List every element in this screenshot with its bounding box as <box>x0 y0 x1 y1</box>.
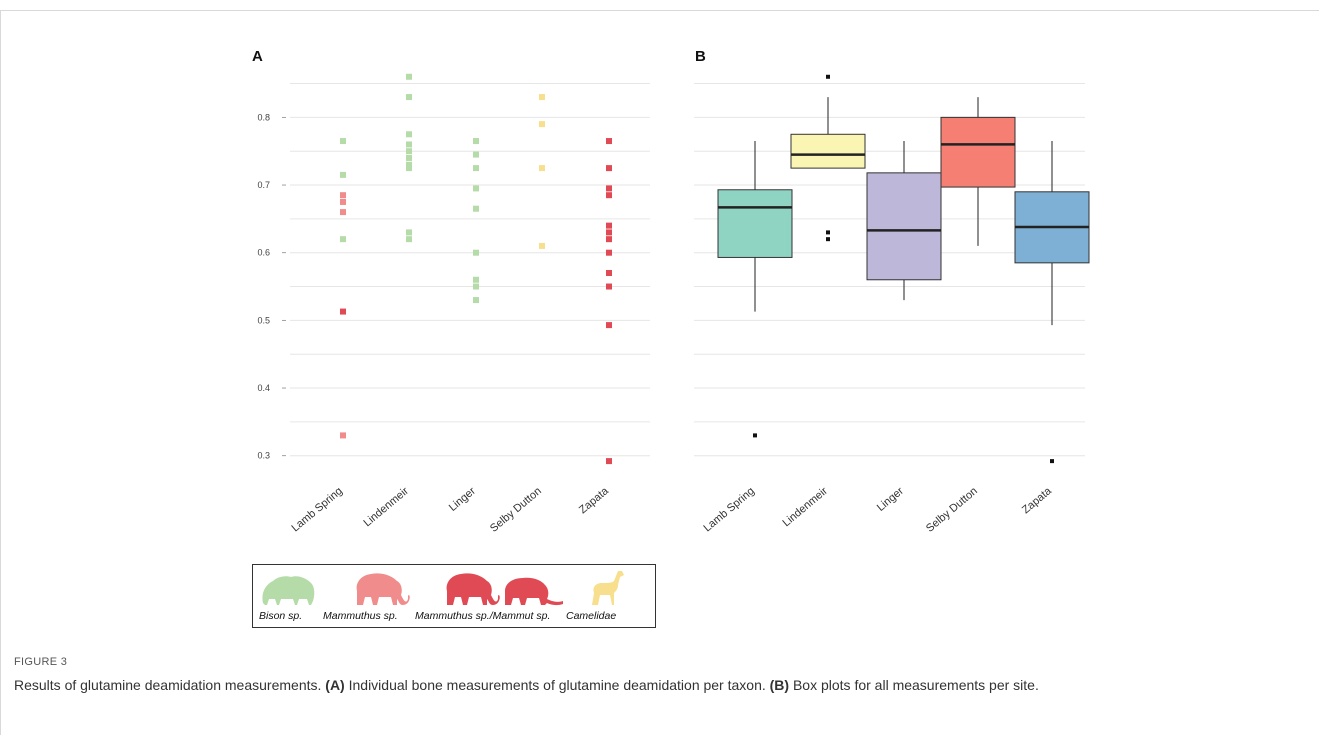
scatter-point-mammuthus <box>340 209 346 216</box>
scatter-point-mammuthus <box>340 432 346 439</box>
panel-b-x-label: Linger <box>875 485 906 514</box>
panel-b-x-label: Selby Dutton <box>924 485 980 535</box>
scatter-point-mammuthus_mammut <box>606 222 612 229</box>
outlier-point <box>1050 459 1054 464</box>
scatter-point-bison <box>406 154 412 161</box>
scatter-point-mammuthus_mammut <box>606 283 612 290</box>
panel-b-boxplots <box>717 74 1090 464</box>
figure-caption: FIGURE 3 Results of glutamine deamidatio… <box>14 652 1304 695</box>
scatter-point-bison <box>406 229 412 236</box>
panel-b-x-label: Zapata <box>1020 485 1055 517</box>
mammoth-dark-icon <box>446 573 500 605</box>
box-linger <box>866 172 942 281</box>
scatter-point-mammuthus <box>340 192 346 199</box>
outlier-point <box>826 237 830 242</box>
scatter-point-bison <box>340 171 346 178</box>
caption-b-tag: (B) <box>769 677 790 693</box>
outlier-point <box>826 74 830 79</box>
top-border <box>0 10 1319 11</box>
scatter-point-camelidae <box>539 121 545 128</box>
scatter-point-bison <box>473 205 479 212</box>
panel-b-letter: B <box>695 48 706 65</box>
y-tick-label: 0.4 <box>257 383 270 393</box>
scatter-point-mammuthus_mammut <box>340 308 346 315</box>
panel-a-x-label: Zapata <box>577 485 612 517</box>
scatter-point-bison <box>473 276 479 283</box>
scatter-point-bison <box>473 185 479 192</box>
scatter-point-camelidae <box>539 94 545 101</box>
scatter-point-mammuthus_mammut <box>606 192 612 199</box>
camel-icon <box>592 571 624 605</box>
scatter-point-bison <box>473 297 479 304</box>
outlier-point <box>826 230 830 235</box>
scatter-point-bison <box>406 131 412 138</box>
scatter-point-bison <box>473 138 479 145</box>
scatter-point-bison <box>406 73 412 80</box>
scatter-point-bison <box>406 94 412 101</box>
caption-a-text: Individual bone measurements of glutamin… <box>344 677 770 693</box>
scatter-point-bison <box>406 165 412 172</box>
caption-a-tag: (A) <box>325 677 345 693</box>
panel-a-x-label: Lindenmeir <box>362 485 412 529</box>
scatter-point-mammuthus_mammut <box>606 185 612 192</box>
legend-label-bison: Bison sp. <box>259 610 303 622</box>
scatter-point-bison <box>473 283 479 290</box>
mastodon-icon <box>505 577 563 606</box>
scatter-point-bison <box>406 148 412 155</box>
y-tick-label: 0.3 <box>257 451 270 461</box>
scatter-point-bison <box>340 236 346 243</box>
scatter-point-mammuthus <box>340 198 346 205</box>
scatter-point-mammuthus_mammut <box>606 322 612 329</box>
legend-label-camelidae: Camelidae <box>566 610 617 622</box>
caption-text: Results of glutamine deamidation measure… <box>14 675 1304 695</box>
figure-label: FIGURE 3 <box>14 656 68 668</box>
scatter-point-mammuthus_mammut <box>606 458 612 465</box>
caption-intro: Results of glutamine deamidation measure… <box>14 677 326 693</box>
scatter-point-mammuthus_mammut <box>606 138 612 145</box>
legend-label-mammuthus-mammut: Mammuthus sp./Mammut sp. <box>415 610 551 622</box>
figure-chart-area: A B 0.3 0.4 0.5 0.6 0.7 0.8 Lamb Spring Lindenmei… <box>252 48 1090 535</box>
box-lindenmeir <box>790 133 866 169</box>
scatter-point-bison <box>406 161 412 168</box>
taxon-legend: Bison sp. Mammuthus sp. Mammuthus sp./Ma… <box>252 564 656 628</box>
box-lamb-spring <box>717 189 793 258</box>
scatter-point-mammuthus_mammut <box>606 165 612 172</box>
caption-b-text: Box plots for all measurements per site. <box>789 677 1039 693</box>
scatter-point-mammuthus_mammut <box>606 229 612 236</box>
left-border <box>0 10 1 735</box>
scatter-point-bison <box>406 236 412 243</box>
scatter-point-bison <box>473 151 479 158</box>
panel-b-x-label: Lamb Spring <box>701 485 756 534</box>
mammoth-icon <box>356 573 410 605</box>
outlier-point <box>753 433 757 438</box>
scatter-point-mammuthus_mammut <box>606 236 612 243</box>
scatter-point-camelidae <box>539 165 545 172</box>
scatter-point-camelidae <box>539 242 545 249</box>
bison-icon <box>262 576 315 605</box>
box-selby-dutton <box>940 116 1016 188</box>
panel-b-x-label: Lindenmeir <box>781 485 831 529</box>
panel-a-letter: A <box>252 48 263 65</box>
legend-icons <box>262 571 624 606</box>
y-tick-label: 0.6 <box>257 248 270 258</box>
scatter-point-bison <box>473 165 479 172</box>
scatter-point-mammuthus_mammut <box>606 270 612 276</box>
legend-label-mammuthus: Mammuthus sp. <box>323 610 398 622</box>
y-tick-label: 0.8 <box>257 112 270 122</box>
y-tick-label: 0.7 <box>257 180 270 190</box>
scatter-point-mammuthus_mammut <box>606 249 612 256</box>
panel-a-points <box>340 73 612 465</box>
scatter-point-bison <box>473 249 479 256</box>
panel-a-x-label: Linger <box>447 485 478 514</box>
scatter-point-bison <box>406 141 412 148</box>
scatter-point-bison <box>340 138 346 145</box>
y-tick-label: 0.5 <box>257 315 270 325</box>
panel-a-x-label: Lamb Spring <box>289 485 344 534</box>
panel-a-x-label: Selby Dutton <box>488 485 544 535</box>
